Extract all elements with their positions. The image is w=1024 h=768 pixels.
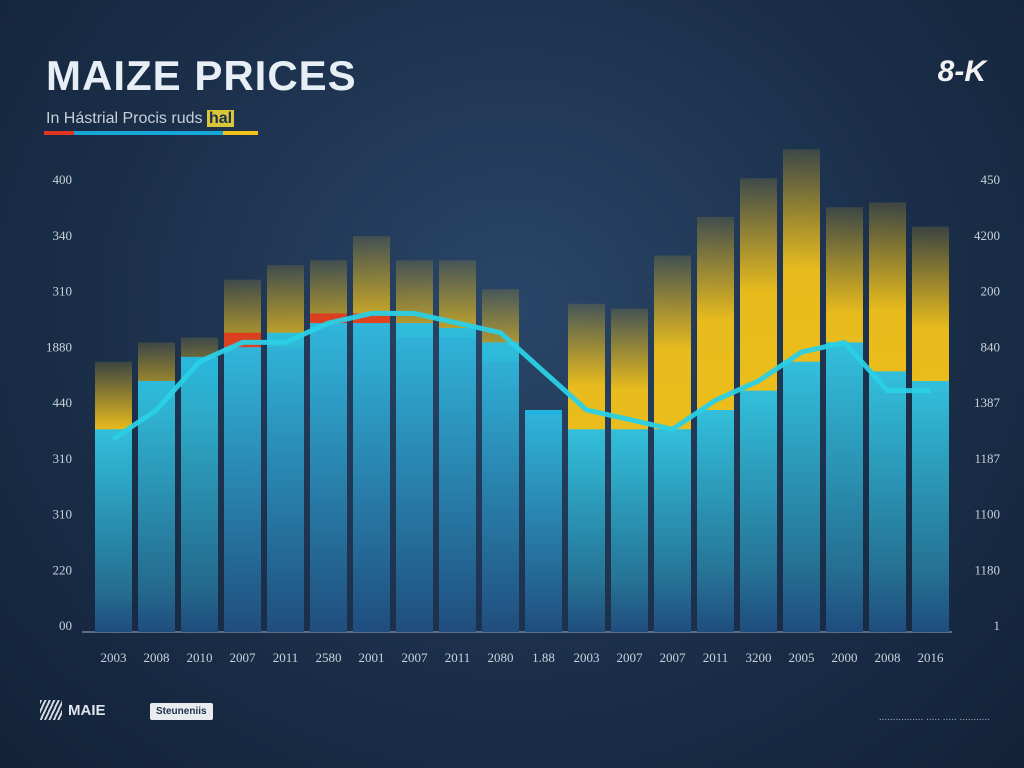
y-tick-left: 310 (53, 451, 73, 466)
y-tick-right: 1 (994, 618, 1001, 633)
bar-blue (482, 342, 519, 632)
footer-note: ................ ..... ..... ........... (878, 712, 990, 723)
x-tick: 2007 (660, 650, 687, 665)
bar-blue (267, 332, 304, 632)
y-tick-right: 4200 (974, 228, 1000, 243)
chart-title: MAIZE PRICES (46, 52, 357, 99)
x-tick: 2007 (617, 650, 644, 665)
bar-blue (95, 429, 132, 632)
x-tick: 2011 (703, 650, 729, 665)
chart-subtitle: In Hástrial Procis ruds hal (46, 110, 235, 128)
y-tick-right: 840 (981, 339, 1001, 354)
bar-blue (697, 409, 734, 632)
x-tick: 2001 (359, 650, 385, 665)
y-tick-right: 1180 (974, 562, 1000, 577)
bar-blue (181, 356, 218, 632)
bar-blue (396, 323, 433, 632)
y-tick-left: 340 (53, 228, 73, 243)
y-tick-left: 400 (53, 172, 73, 187)
x-tick: 2007 (402, 650, 429, 665)
x-tick: 2003 (101, 650, 127, 665)
x-tick: 2080 (488, 650, 514, 665)
y-tick-right: 1100 (974, 507, 1000, 522)
y-tick-left: 220 (53, 562, 73, 577)
bar-blue (654, 429, 691, 632)
bar-blue (224, 347, 261, 632)
x-tick: 1.88 (532, 650, 555, 665)
price-line (112, 310, 931, 441)
bar-blue (353, 323, 390, 632)
x-tick: 2011 (445, 650, 471, 665)
y-tick-right: 1187 (974, 451, 1000, 466)
x-tick: 2016 (918, 650, 945, 665)
x-tick: 2005 (789, 650, 815, 665)
bar-blue (568, 429, 605, 632)
bar-blue (310, 323, 347, 632)
y-tick-right: 450 (981, 172, 1001, 187)
y-tick-left: 00 (59, 618, 72, 633)
x-tick: 2010 (187, 650, 213, 665)
footer-logo: MAIE (40, 700, 106, 720)
x-tick: 2003 (574, 650, 600, 665)
bar-blue (138, 381, 175, 632)
subtitle-color-rule (44, 131, 258, 135)
x-tick: 2008 (144, 650, 170, 665)
bar-blue (869, 371, 906, 632)
subtitle-text: In Hástrial Procis ruds (46, 110, 203, 127)
bar-blue (525, 409, 562, 632)
y-tick-left: 1880 (46, 339, 72, 354)
x-tick: 2580 (316, 650, 342, 665)
brand-logo: 8-K (937, 55, 986, 88)
footer-badge: Steuneniis (150, 703, 213, 720)
subtitle-highlight: hal (206, 110, 235, 127)
y-tick-left: 310 (53, 284, 73, 299)
bar-blue (912, 381, 949, 632)
y-tick-left: 310 (53, 507, 73, 522)
x-tick: 2000 (832, 650, 858, 665)
y-tick-right: 1387 (974, 395, 1001, 410)
y-tick-left: 440 (53, 395, 73, 410)
x-tick: 2011 (273, 650, 299, 665)
bar-blue (783, 361, 820, 632)
x-tick: 3200 (746, 650, 772, 665)
bar-blue (740, 390, 777, 632)
footer-logo-text: MAIE (68, 701, 106, 719)
y-tick-right: 200 (981, 284, 1001, 299)
bar-blue (439, 327, 476, 632)
logo-mark-icon (40, 700, 62, 720)
bar-blue (826, 342, 863, 632)
bar-blue (611, 429, 648, 632)
x-tick: 2007 (230, 650, 257, 665)
x-tick: 2008 (875, 650, 901, 665)
